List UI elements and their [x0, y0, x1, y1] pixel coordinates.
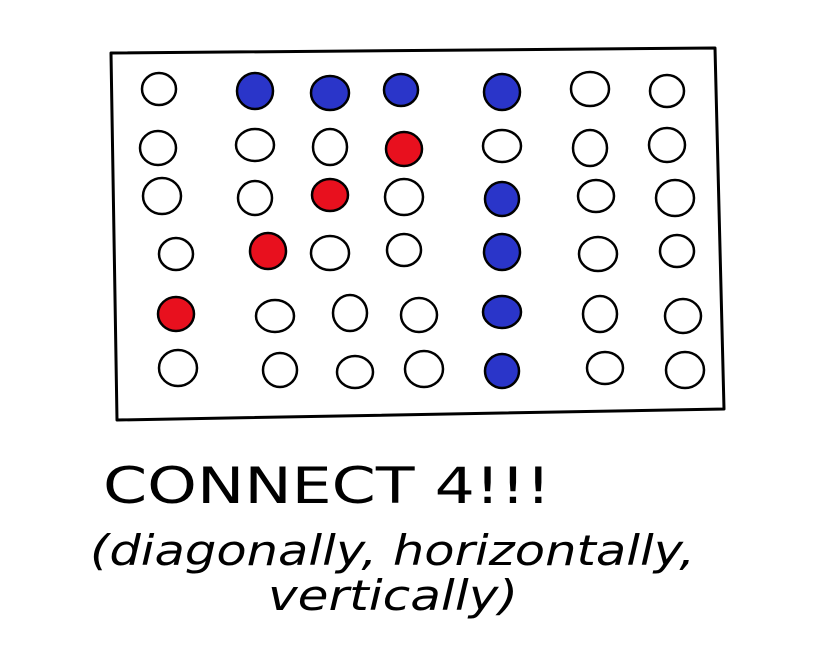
- empty-piece-r4-c1: [157, 236, 195, 272]
- empty-piece-r6-c6: [585, 350, 625, 386]
- empty-piece-r4-c4: [385, 232, 423, 268]
- board-pieces: [138, 70, 706, 390]
- empty-piece-r3-c4: [383, 177, 425, 217]
- empty-piece-r1-c7: [648, 73, 686, 109]
- empty-piece-r2-c1: [138, 129, 178, 167]
- empty-piece-r1-c6: [569, 70, 611, 108]
- blue-piece-r1-c5: [482, 72, 522, 112]
- empty-piece-r3-c2: [236, 179, 274, 217]
- empty-piece-r4-c6: [577, 235, 619, 273]
- empty-piece-r1-c1: [140, 71, 178, 107]
- blue-piece-r3-c5: [483, 180, 521, 218]
- empty-piece-r2-c6: [571, 128, 609, 168]
- caption-line-3: vertically): [268, 571, 518, 620]
- empty-piece-r5-c4: [399, 296, 439, 334]
- red-piece-r4-c2: [248, 231, 288, 271]
- red-piece-r2-c4: [384, 130, 424, 168]
- blue-piece-r4-c5: [482, 232, 522, 272]
- empty-piece-r4-c3: [309, 234, 351, 272]
- blue-piece-r1-c4: [382, 72, 420, 108]
- empty-piece-r2-c5: [481, 128, 523, 164]
- blue-piece-r5-c5: [481, 294, 523, 330]
- empty-piece-r6-c1: [157, 348, 199, 388]
- empty-piece-r3-c6: [576, 178, 616, 214]
- empty-piece-r6-c7: [664, 350, 706, 390]
- empty-piece-r6-c3: [335, 354, 375, 390]
- empty-piece-r5-c3: [331, 293, 369, 333]
- empty-piece-r5-c7: [663, 297, 703, 335]
- empty-piece-r3-c1: [141, 176, 183, 216]
- empty-piece-r4-c7: [658, 233, 696, 269]
- red-piece-r5-c1: [156, 295, 196, 333]
- red-piece-r3-c3: [310, 177, 350, 213]
- empty-piece-r6-c4: [403, 349, 445, 389]
- empty-piece-r2-c2: [234, 127, 276, 163]
- caption-line-2: (diagonally, horizontally,: [90, 526, 695, 575]
- empty-piece-r2-c3: [311, 127, 349, 167]
- empty-piece-r2-c7: [647, 126, 687, 164]
- caption-title: CONNECT 4!!!: [103, 457, 551, 515]
- board-frame: [109, 46, 726, 422]
- blue-piece-r6-c5: [483, 352, 521, 390]
- empty-piece-r6-c2: [261, 351, 299, 389]
- empty-piece-r3-c7: [654, 178, 696, 218]
- blue-piece-r1-c2: [235, 71, 275, 111]
- empty-piece-r5-c6: [581, 294, 619, 334]
- blue-piece-r1-c3: [309, 74, 351, 112]
- empty-piece-r5-c2: [254, 298, 296, 334]
